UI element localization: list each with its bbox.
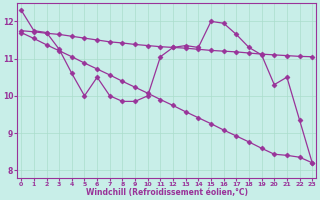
X-axis label: Windchill (Refroidissement éolien,°C): Windchill (Refroidissement éolien,°C) bbox=[86, 188, 248, 197]
